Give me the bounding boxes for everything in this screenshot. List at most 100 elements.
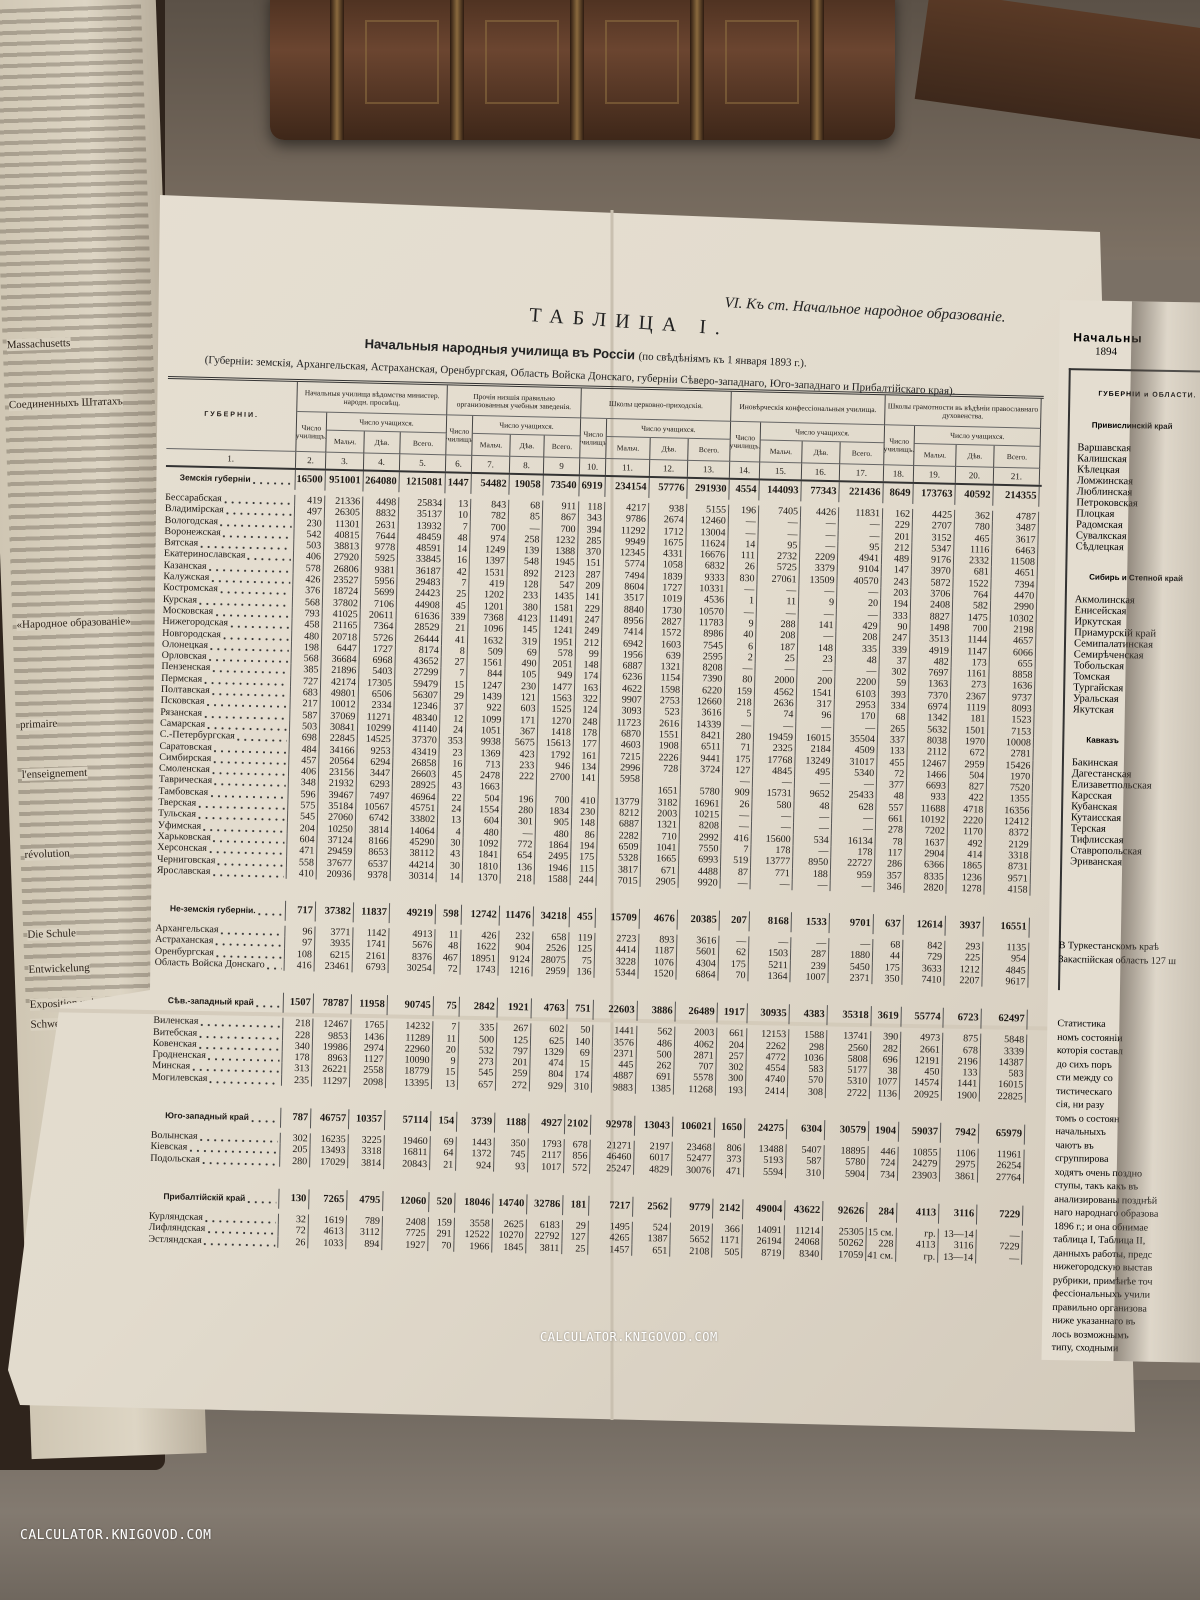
value-cell: 9253 (357, 744, 394, 758)
value-cell: 5211 (748, 959, 791, 972)
value-cell: 16 (439, 758, 466, 770)
value-cell: 2334 (358, 699, 395, 712)
value-cell: 24279 (898, 1158, 941, 1171)
value-cell: 13488 (744, 1143, 787, 1156)
value-cell: 480 (463, 826, 502, 839)
value-cell: 272 (495, 1079, 531, 1092)
value-cell: 9381 (361, 564, 398, 577)
value-cell: 6864 (676, 968, 719, 981)
value-cell: 128 (507, 578, 542, 591)
value-cell: 194 (880, 598, 912, 611)
value-cell: 492 (947, 837, 986, 850)
value-cell: 1116 (954, 543, 993, 556)
value-cell: 414 (947, 848, 986, 861)
value-cell: 346 (874, 880, 905, 893)
value-cell: 602 (531, 1023, 568, 1036)
value-cell: 1099 (466, 713, 505, 726)
value-cell: 86 (571, 828, 598, 841)
value-cell: 376 (293, 585, 324, 598)
value-cell: 1632 (467, 634, 507, 647)
value-cell: 4829 (633, 1163, 673, 1176)
value-cell: 141 (576, 591, 604, 604)
value-cell: 178 (751, 844, 794, 857)
value-cell: 36684 (321, 653, 360, 666)
value-cell: 27764 (977, 1171, 1025, 1184)
value-cell: 604 (463, 815, 503, 828)
value-cell: 370 (577, 546, 605, 559)
value-cell: 6974 (908, 700, 951, 714)
value-cell: 111 (727, 549, 759, 562)
value-cell: 570 (788, 1074, 827, 1087)
value-cell: 30314 (390, 869, 437, 883)
value-cell: 1142 (353, 927, 390, 940)
value-cell: 232 (499, 930, 534, 943)
schools-count-header: Число училищъ. (730, 421, 762, 463)
value-cell: 9124 (498, 953, 533, 966)
value-cell: 7494 (603, 569, 648, 583)
value-cell: 2820 (904, 881, 947, 894)
province-name: Минская (152, 1060, 191, 1073)
value-cell: 1329 (530, 1046, 567, 1059)
value-cell: 4425 (912, 508, 956, 522)
total-cell: 30935 (747, 1003, 790, 1025)
value-cell: 505 (712, 1246, 743, 1259)
watermark: CALCULATOR.KNIGOVOD.COM (540, 1330, 718, 1344)
value-cell: — (800, 528, 839, 542)
value-cell: 5725 (757, 561, 800, 575)
value-cell: 3616 (682, 707, 725, 720)
value-cell: 12 (440, 712, 467, 725)
value-cell: 127 (723, 764, 754, 777)
value-cell: 1385 (635, 1082, 675, 1095)
value-cell: 1321 (645, 661, 684, 674)
value-cell: 1372 (456, 1148, 495, 1161)
value-cell: 3112 (346, 1226, 383, 1239)
value-cell: 568 (291, 653, 322, 666)
value-cell: 97 (285, 937, 316, 950)
value-cell: 35184 (318, 800, 357, 813)
value-cell: 904 (498, 942, 534, 955)
value-cell: 27061 (757, 573, 800, 586)
value-cell: 209 (577, 580, 604, 593)
value-cell: 892 (507, 567, 542, 580)
value-cell: 423 (503, 748, 538, 761)
value-cell: 1076 (638, 956, 677, 969)
value-cell: 373 (714, 1153, 745, 1166)
value-cell: 124 (574, 704, 601, 717)
value-cell: 946 (537, 760, 574, 773)
value-cell: 4426 (800, 506, 840, 519)
province-name: Могилевская (151, 1071, 208, 1084)
value-cell: 20925 (899, 1088, 943, 1101)
right-page-text-line: томъ о состоян (1055, 1112, 1120, 1125)
value-cell: 504 (464, 792, 503, 805)
total-cell: 6919 (579, 476, 606, 497)
value-cell: 17768 (753, 753, 796, 767)
value-cell: 572 (564, 1161, 591, 1174)
value-cell: 580 (752, 799, 795, 812)
value-cell: 2871 (674, 1049, 717, 1062)
total-cell: 32786 (527, 1194, 564, 1216)
value-cell: 196 (502, 793, 537, 806)
value-cell: 727 (290, 675, 322, 688)
value-cell: 287 (790, 948, 830, 961)
value-cell: 8212 (598, 806, 643, 820)
dot-leader (201, 1234, 276, 1248)
right-page-text-line: Статистика (1057, 1018, 1106, 1030)
value-cell: 1675 (648, 536, 687, 549)
value-cell: 4622 (600, 682, 646, 695)
value-cell: 288 (756, 618, 799, 631)
value-cell: 333 (880, 609, 911, 622)
total-cell: 4927 (528, 1113, 566, 1135)
column-group-header: Иновѣрческія конфессіональныя училища. (731, 391, 886, 426)
value-cell: 78 (875, 835, 906, 848)
value-cell: 80 (725, 674, 756, 687)
value-cell: 771 (750, 866, 794, 880)
value-cell: 11 (756, 595, 800, 609)
value-cell: 17059 (822, 1248, 867, 1261)
value-cell: — (793, 845, 832, 858)
value-cell: 1363 (909, 678, 952, 691)
value-cell: 3318 (348, 1145, 385, 1158)
value-cell: 2108 (670, 1245, 713, 1258)
value-cell: 22792 (526, 1230, 563, 1243)
value-cell: 265 (878, 722, 909, 735)
value-cell: 145 (506, 624, 541, 637)
